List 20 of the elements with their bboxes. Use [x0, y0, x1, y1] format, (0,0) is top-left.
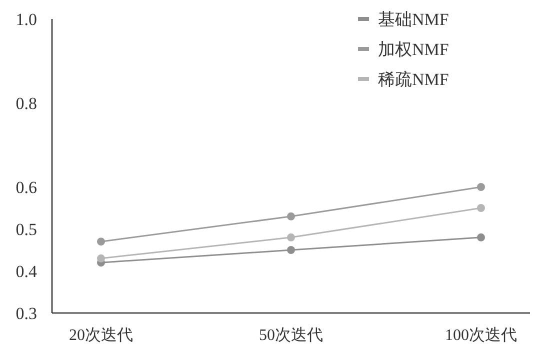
x-tick-label: 20次迭代 [69, 326, 133, 344]
point [97, 238, 105, 246]
point [477, 183, 485, 191]
y-tick-label: 0.8 [16, 94, 37, 113]
x-tick-label: 50次迭代 [259, 326, 323, 344]
y-tick-label: 0.3 [16, 304, 37, 323]
y-tick-label: 0.5 [16, 220, 37, 239]
point [477, 204, 485, 212]
legend-label: 加权NMF [378, 40, 449, 59]
point [477, 233, 485, 242]
y-tick-label: 1.0 [16, 10, 37, 29]
point [287, 246, 295, 254]
x-tick-label: 100次迭代 [445, 326, 517, 344]
point [97, 254, 105, 262]
y-tick-label: 0.4 [16, 262, 38, 281]
point [287, 233, 295, 242]
y-tick-label: 0.6 [16, 178, 37, 197]
legend-label: 基础NMF [378, 10, 449, 29]
point [287, 212, 295, 220]
legend-label: 稀疏NMF [378, 70, 449, 89]
